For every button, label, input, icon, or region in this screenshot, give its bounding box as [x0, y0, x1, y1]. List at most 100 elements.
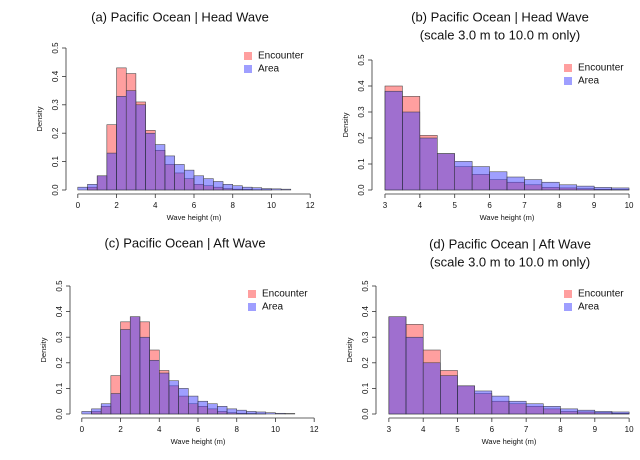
y-tick-label: 0.3	[357, 106, 366, 118]
legend-label: Area	[262, 302, 284, 313]
bar	[255, 411, 267, 415]
x-axis-label: Wave height (m)	[167, 213, 222, 222]
bar	[197, 400, 208, 415]
legend-label: Area	[258, 64, 280, 75]
x-tick-label: 6	[487, 201, 492, 210]
y-tick-label: 0.1	[55, 382, 64, 394]
bar	[168, 380, 179, 415]
x-tick-label: 4	[418, 201, 423, 210]
x-tick-label: 8	[557, 201, 562, 210]
x-tick-label: 10	[625, 425, 634, 434]
x-tick-label: 7	[522, 201, 527, 210]
bar	[437, 153, 455, 191]
bar	[422, 362, 441, 415]
y-tick-label: 0.2	[357, 132, 366, 144]
x-tick-label: 9	[593, 425, 598, 434]
x-tick-label: 9	[592, 201, 597, 210]
bar	[454, 161, 473, 191]
bar	[178, 388, 189, 415]
x-tick-label: 10	[625, 201, 634, 210]
bar	[100, 403, 112, 415]
bar	[457, 385, 475, 415]
bar	[284, 413, 296, 415]
x-tick-label: 8	[235, 425, 240, 434]
legend-label: Encounter	[258, 51, 304, 62]
bar	[474, 390, 493, 415]
y-tick-label: 0.3	[55, 331, 64, 343]
x-tick-label: 0	[80, 425, 85, 434]
y-tick-label: 0.4	[51, 70, 60, 82]
bar	[506, 176, 525, 191]
bar	[560, 408, 578, 415]
bar	[226, 408, 237, 415]
bar	[524, 179, 543, 191]
chart-title: (c) Pacific Ocean | Aft Wave	[104, 235, 265, 250]
x-tick-label: 3	[387, 425, 392, 434]
y-axis-label: Density	[35, 106, 44, 131]
bar	[525, 403, 544, 415]
bar	[271, 188, 282, 191]
bar	[129, 316, 141, 415]
legend-swatch	[564, 303, 572, 311]
bar	[265, 412, 276, 415]
bar	[87, 184, 98, 191]
bar	[491, 395, 510, 415]
bar	[106, 152, 117, 191]
y-tick-label: 0.5	[51, 42, 60, 54]
x-tick-label: 6	[192, 201, 197, 210]
bar	[81, 411, 92, 415]
bar	[96, 175, 108, 191]
x-tick-label: 5	[455, 425, 460, 434]
legend-swatch	[244, 65, 252, 73]
bar	[405, 336, 424, 415]
y-tick-label: 0.4	[361, 305, 370, 317]
chart-title: (d) Pacific Ocean | Aft Wave	[429, 236, 591, 251]
y-tick-label: 0.2	[51, 127, 60, 139]
legend-swatch	[248, 303, 256, 311]
bar	[508, 400, 527, 415]
panel: (b) Pacific Ocean | Head Wave (scale 3.0 …	[341, 9, 634, 222]
y-tick-label: 0.2	[55, 357, 64, 369]
y-tick-label: 0.0	[357, 184, 366, 196]
bar	[125, 90, 137, 191]
bar	[559, 184, 577, 191]
x-tick-label: 7	[524, 425, 529, 434]
bar	[149, 359, 160, 415]
legend-label: Area	[578, 302, 600, 313]
bar	[193, 175, 204, 191]
x-tick-label: 3	[383, 201, 388, 210]
y-tick-label: 0.4	[55, 305, 64, 317]
y-axis-label: Density	[341, 112, 350, 137]
bar	[576, 185, 595, 191]
x-tick-label: 4	[421, 425, 426, 434]
x-tick-label: 4	[157, 425, 162, 434]
bar	[188, 395, 199, 415]
bar	[489, 171, 508, 191]
x-tick-label: 4	[153, 201, 158, 210]
legend-label: Encounter	[578, 63, 624, 74]
x-tick-label: 8	[558, 425, 563, 434]
panel: (a) Pacific Ocean | Head Wave 0.0 0.1 0.2 0.…	[35, 9, 315, 222]
bar	[577, 409, 596, 415]
x-tick-label: 8	[231, 201, 236, 210]
chart-title: (a) Pacific Ocean | Head Wave	[91, 9, 269, 24]
chart-subtitle: (scale 3.0 m to 10.0 m only)	[420, 27, 580, 42]
bar	[236, 409, 247, 415]
bar	[155, 144, 166, 191]
bar	[91, 408, 102, 415]
legend-label: Area	[578, 76, 600, 87]
x-tick-label: 6	[490, 425, 495, 434]
y-tick-label: 0.3	[361, 331, 370, 343]
bar	[261, 188, 272, 191]
bar	[543, 406, 561, 415]
panel: (d) Pacific Ocean | Aft Wave (scale 3.0 m…	[345, 236, 634, 446]
x-tick-label: 10	[267, 201, 276, 210]
y-tick-label: 0.0	[51, 184, 60, 196]
y-tick-label: 0.4	[357, 80, 366, 92]
bar	[77, 186, 88, 191]
bar	[222, 184, 233, 191]
y-axis-label: Density	[345, 337, 354, 362]
x-axis-label: Wave height (m)	[171, 437, 226, 446]
x-tick-label: 2	[118, 425, 123, 434]
